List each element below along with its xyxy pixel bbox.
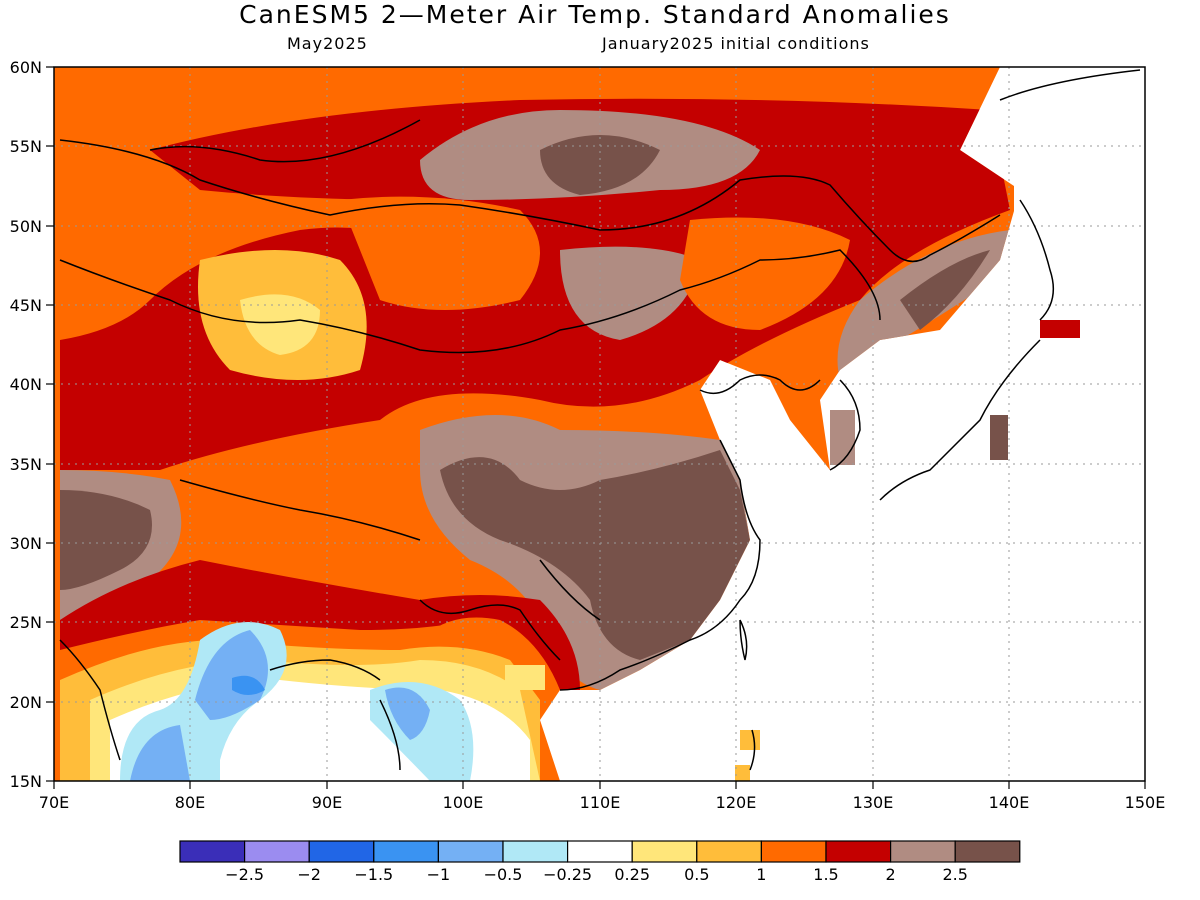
lon-label: 90E xyxy=(312,793,342,812)
colorbar-label: −0.5 xyxy=(484,865,523,884)
lat-label: 35N xyxy=(10,455,42,474)
colorbar-swatch xyxy=(954,840,1021,863)
lon-label: 140E xyxy=(989,793,1030,812)
colorbar-label: −1 xyxy=(427,865,451,884)
colorbar-swatch xyxy=(696,840,762,863)
shaded-field xyxy=(54,67,1145,781)
init-conditions: January2025 initial conditions xyxy=(602,34,870,53)
colorbar-swatch xyxy=(566,840,633,863)
colorbar-label: −2.5 xyxy=(225,865,264,884)
target-month: May2025 xyxy=(287,34,368,53)
colorbar-label: 0.5 xyxy=(684,865,709,884)
colorbar-swatch xyxy=(437,840,504,863)
chart-title: CanESM5 2—Meter Air Temp. Standard Anoma… xyxy=(239,0,951,29)
colorbar-label: 1 xyxy=(756,865,766,884)
lat-label: 40N xyxy=(10,375,42,394)
colorbar-label: −0.25 xyxy=(543,865,592,884)
lat-label: 30N xyxy=(10,534,42,553)
colorbar-swatch xyxy=(373,840,439,863)
colorbar-label: 2.5 xyxy=(942,865,967,884)
lon-label: 150E xyxy=(1125,793,1166,812)
coastlines xyxy=(59,69,1141,771)
colorbar-label: 2 xyxy=(886,865,896,884)
colorbar-label: −2 xyxy=(297,865,321,884)
colorbar-label: 0.25 xyxy=(614,865,650,884)
colorbar-swatch xyxy=(760,840,827,863)
colorbar-swatch xyxy=(179,840,246,863)
lat-label: 25N xyxy=(10,613,42,632)
lon-label: 70E xyxy=(39,793,69,812)
lat-label: 50N xyxy=(10,217,42,236)
lat-label: 45N xyxy=(10,296,42,315)
lon-label: 110E xyxy=(580,793,621,812)
colorbar-swatch xyxy=(631,840,698,863)
lat-label: 55N xyxy=(10,137,42,156)
gridlines xyxy=(54,67,1145,781)
lon-label: 80E xyxy=(175,793,205,812)
lat-label: 15N xyxy=(10,772,42,791)
lat-labels: 60N 55N 50N 45N 40N 35N 30N 25N 20N 15N xyxy=(10,58,42,791)
colorbar-swatch xyxy=(825,840,892,863)
lon-labels: 70E 80E 90E 100E 110E 120E 130E 140E 150… xyxy=(39,793,1166,812)
colorbar-swatch xyxy=(308,840,375,863)
colorbar-swatch xyxy=(244,840,310,863)
colorbar-label: 1.5 xyxy=(813,865,838,884)
tick-marks xyxy=(46,66,1146,789)
lat-label: 60N xyxy=(10,58,42,77)
colorbar: −2.5 −2 −1.5 −1 −0.5 −0.25 0.25 0.5 1 1.5 2 2.5 xyxy=(179,840,1021,884)
lon-label: 120E xyxy=(716,793,757,812)
lat-label: 20N xyxy=(10,693,42,712)
colorbar-label: −1.5 xyxy=(354,865,393,884)
lon-label: 130E xyxy=(853,793,894,812)
lon-label: 100E xyxy=(443,793,484,812)
colorbar-swatch xyxy=(502,840,569,863)
colorbar-swatch xyxy=(889,840,956,863)
